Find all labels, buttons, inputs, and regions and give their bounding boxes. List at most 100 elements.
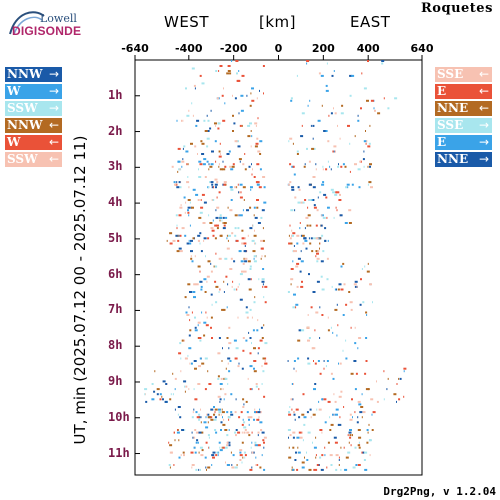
data-point [232, 454, 235, 457]
data-point [228, 150, 231, 153]
data-point [215, 124, 217, 127]
y-tick-label: 5h [108, 230, 123, 245]
data-point [366, 314, 368, 316]
legend-arrow-icon: ← [48, 135, 59, 149]
data-point [262, 283, 264, 286]
legend-label: NNW [7, 67, 43, 81]
data-point [254, 296, 256, 299]
data-point [220, 421, 223, 424]
data-point [310, 416, 312, 419]
data-point [219, 383, 223, 385]
data-point [215, 431, 218, 434]
data-point [214, 411, 216, 414]
data-point [255, 411, 258, 414]
data-point [257, 352, 259, 355]
data-point [325, 196, 328, 199]
data-point [179, 206, 183, 209]
data-point [251, 316, 253, 319]
data-point [217, 127, 220, 130]
data-point [254, 229, 255, 232]
data-point [256, 181, 260, 184]
data-point [221, 408, 223, 411]
data-point [351, 183, 354, 186]
data-point [363, 140, 367, 143]
data-point [217, 375, 220, 378]
data-point [188, 347, 192, 350]
data-point [327, 329, 330, 332]
data-point [256, 137, 259, 140]
data-point [224, 377, 228, 380]
data-point [260, 216, 263, 219]
data-point [212, 451, 216, 454]
data-point [223, 87, 224, 90]
data-point [263, 296, 265, 299]
data-point [319, 191, 322, 194]
data-point [359, 160, 362, 163]
data-point [199, 270, 201, 273]
data-point [257, 117, 259, 120]
data-point [194, 145, 197, 148]
data-point [263, 395, 266, 398]
data-point [342, 314, 345, 316]
data-point [316, 464, 320, 466]
data-point [300, 260, 304, 263]
data-point [357, 429, 361, 431]
data-point [216, 181, 219, 184]
data-point [196, 119, 200, 122]
y-tick-label: 6h [108, 266, 123, 281]
data-point [211, 150, 214, 153]
data-point [315, 250, 319, 253]
data-point [207, 260, 211, 263]
data-point [257, 150, 261, 153]
data-point [249, 468, 253, 471]
data-point [213, 186, 215, 189]
data-point [249, 388, 252, 391]
data-point [339, 362, 342, 365]
data-point [194, 429, 197, 431]
data-point [253, 234, 257, 237]
data-point [258, 388, 260, 391]
data-point [257, 444, 261, 447]
data-point [221, 308, 225, 311]
data-point [256, 206, 259, 209]
data-point [218, 257, 222, 260]
data-point [350, 326, 352, 329]
data-point [177, 429, 179, 431]
data-point [178, 181, 181, 184]
data-point [219, 400, 221, 403]
data-point [234, 97, 237, 100]
data-point [376, 380, 377, 383]
data-point [159, 393, 162, 396]
data-point [217, 451, 219, 454]
data-point [210, 163, 214, 166]
data-point [344, 468, 348, 471]
logo-digisonde-text: DIGISONDE [12, 24, 82, 38]
data-point [190, 250, 193, 253]
data-point [255, 444, 258, 447]
data-point [258, 278, 260, 281]
data-point [331, 285, 333, 288]
data-point [330, 112, 333, 115]
data-point [256, 97, 258, 100]
data-point [308, 199, 312, 201]
data-point [186, 114, 190, 117]
data-point [339, 214, 343, 217]
data-point [366, 140, 368, 143]
data-point [364, 451, 368, 454]
data-point [316, 280, 320, 283]
data-point [301, 329, 305, 332]
data-point [344, 165, 347, 168]
data-point [307, 214, 311, 217]
data-point [243, 426, 247, 429]
data-point [350, 308, 353, 311]
data-point [289, 181, 292, 184]
data-point [326, 257, 329, 260]
data-point [185, 87, 187, 90]
data-point [233, 122, 236, 125]
data-point [253, 214, 255, 217]
data-point [330, 188, 334, 191]
data-point [349, 434, 352, 437]
data-point [218, 163, 220, 166]
data-point [321, 431, 323, 434]
data-point [295, 408, 299, 411]
